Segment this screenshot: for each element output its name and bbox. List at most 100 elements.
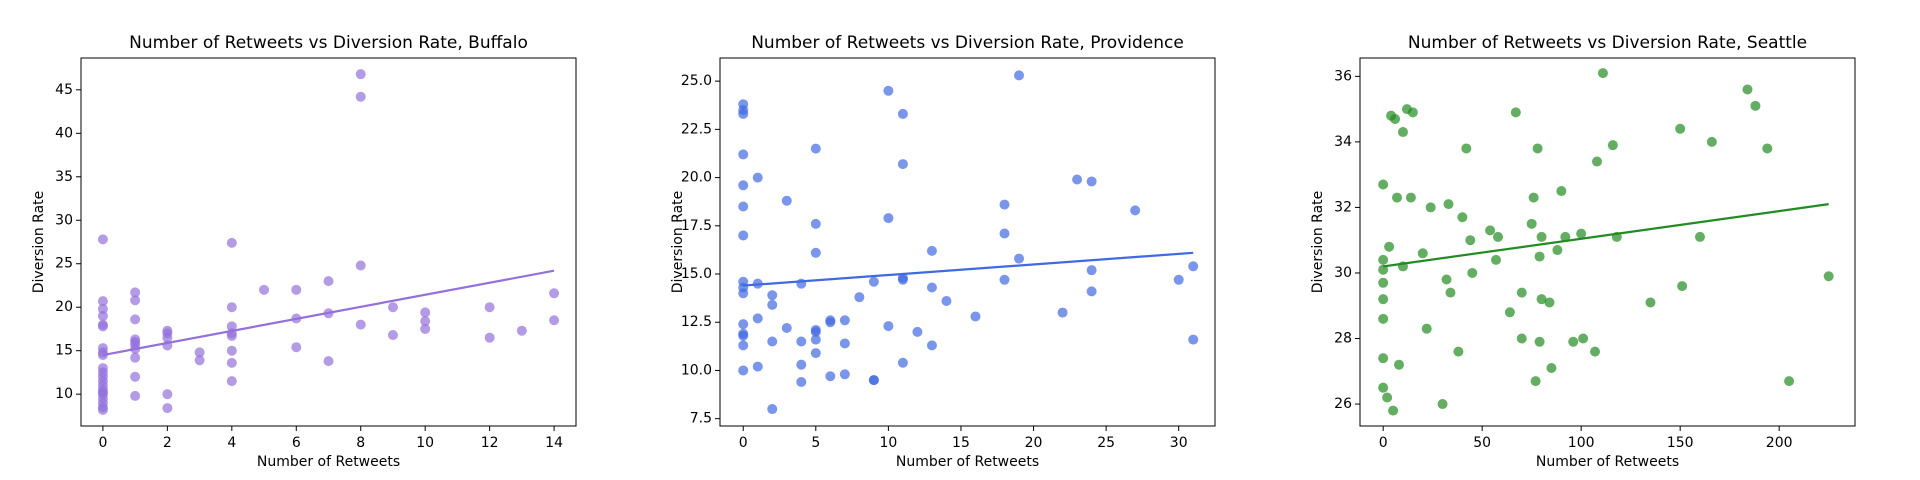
point xyxy=(97,310,108,321)
point xyxy=(130,390,141,401)
x-tick-label: 20 xyxy=(1025,435,1043,451)
x-tick-label: 100 xyxy=(1568,435,1595,451)
point xyxy=(420,307,431,318)
point xyxy=(926,245,937,256)
point xyxy=(162,403,173,414)
point xyxy=(825,371,836,382)
x-tick-label: 14 xyxy=(545,435,563,451)
point xyxy=(752,172,763,183)
point xyxy=(355,260,366,271)
point xyxy=(897,357,908,368)
point xyxy=(1453,346,1464,357)
point xyxy=(926,282,937,293)
y-tick-label: 20.0 xyxy=(681,170,712,186)
point xyxy=(226,237,237,248)
point xyxy=(1528,192,1539,203)
point xyxy=(1378,179,1389,190)
point xyxy=(868,375,879,386)
y-tick-label: 20 xyxy=(55,299,73,315)
point xyxy=(868,276,879,287)
point xyxy=(1576,228,1587,239)
point xyxy=(738,230,749,241)
x-tick-label: 200 xyxy=(1766,435,1793,451)
y-tick-label: 36 xyxy=(1334,68,1352,84)
point xyxy=(1706,136,1717,147)
point xyxy=(355,69,366,80)
point xyxy=(130,287,141,298)
point xyxy=(825,317,836,328)
point xyxy=(941,296,952,307)
point xyxy=(738,180,749,191)
point xyxy=(97,404,108,415)
point xyxy=(1188,334,1199,345)
point xyxy=(1536,294,1547,305)
x-tick-label: 12 xyxy=(481,435,499,451)
y-tick-label: 22.5 xyxy=(681,121,712,137)
point xyxy=(97,234,108,245)
point xyxy=(355,319,366,330)
point xyxy=(1437,399,1448,410)
point xyxy=(1534,251,1545,262)
point xyxy=(1750,100,1761,111)
point xyxy=(1378,254,1389,265)
point xyxy=(883,213,894,224)
point xyxy=(912,326,923,337)
point xyxy=(226,302,237,313)
point xyxy=(1556,186,1567,197)
point xyxy=(226,321,237,332)
y-tick-label: 17.5 xyxy=(681,218,712,234)
point xyxy=(484,302,495,313)
point xyxy=(1465,235,1476,246)
point xyxy=(1421,323,1432,334)
chart-title: Number of Retweets vs Diversion Rate, Bu… xyxy=(129,33,528,53)
x-tick-label: 50 xyxy=(1473,435,1491,451)
point xyxy=(516,325,527,336)
chart-title: Number of Retweets vs Diversion Rate, Se… xyxy=(1408,33,1807,53)
point xyxy=(226,330,237,341)
point xyxy=(1405,192,1416,203)
y-axis-label: Diversion Rate xyxy=(1310,191,1326,294)
point xyxy=(1675,123,1686,134)
point xyxy=(1378,313,1389,324)
point xyxy=(484,332,495,343)
point xyxy=(1544,297,1555,308)
point xyxy=(549,288,560,299)
point xyxy=(1378,264,1389,275)
point xyxy=(1532,143,1543,154)
point xyxy=(1493,231,1504,242)
y-tick-label: 30 xyxy=(55,212,73,228)
point xyxy=(1394,359,1405,370)
point xyxy=(420,323,431,334)
point xyxy=(1552,245,1563,256)
point xyxy=(1425,202,1436,213)
point xyxy=(355,91,366,102)
y-tick-label: 32 xyxy=(1334,199,1352,215)
point xyxy=(1397,127,1408,138)
point xyxy=(738,319,749,330)
point xyxy=(738,201,749,212)
axes-frame xyxy=(719,57,1216,427)
trend-line xyxy=(743,251,1194,287)
point xyxy=(1441,274,1452,285)
point xyxy=(1086,265,1097,276)
y-tick-label: 12.5 xyxy=(681,314,712,330)
point xyxy=(420,316,431,327)
x-tick-label: 30 xyxy=(1170,435,1188,451)
x-tick-label: 15 xyxy=(952,435,970,451)
point xyxy=(1014,70,1025,81)
y-tick-label: 45 xyxy=(55,82,73,98)
point xyxy=(1390,113,1401,124)
point xyxy=(738,149,749,160)
point xyxy=(1378,294,1389,305)
point xyxy=(1378,277,1389,288)
point xyxy=(162,389,173,400)
point xyxy=(1467,267,1478,278)
point xyxy=(738,330,749,341)
y-tick-label: 25 xyxy=(55,256,73,272)
x-tick-label: 0 xyxy=(98,435,107,451)
point xyxy=(1445,287,1456,298)
x-tick-label: 0 xyxy=(1379,435,1388,451)
point xyxy=(1536,231,1547,242)
point xyxy=(999,274,1010,285)
axes-frame xyxy=(80,57,577,427)
